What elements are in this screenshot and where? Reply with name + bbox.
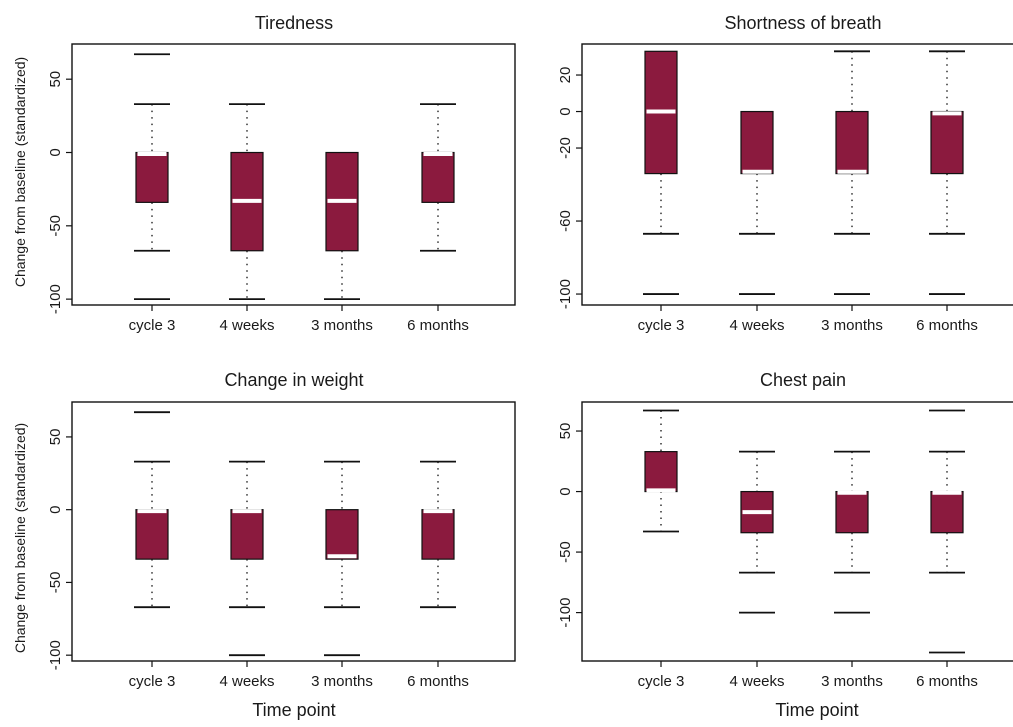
x-tick-label: 6 months <box>916 317 978 334</box>
box-1 <box>739 110 775 295</box>
iqr-box <box>930 490 964 534</box>
panel-change-in-weight: Change in weight Change from baseline (s… <box>12 370 516 720</box>
plot-frame <box>581 43 1013 306</box>
y-tick-label: -50 <box>47 572 64 594</box>
panel-chest-pain: Chest pain Time point cycle 3 4 weeks 3 mo… <box>557 370 1013 720</box>
y-tick-label: 0 <box>47 506 64 514</box>
panel-shortness-of-breath: Shortness of breath cycle 3 4 weeks 3 mont… <box>557 13 1013 334</box>
x-axis-label: Time point <box>252 700 335 720</box>
plot-frame <box>71 43 516 306</box>
y-tick-label: 0 <box>557 487 574 495</box>
iqr-box <box>740 110 774 175</box>
x-axis-label: Time point <box>775 700 858 720</box>
iqr-box <box>421 509 455 560</box>
y-tick-label: 0 <box>557 107 574 115</box>
iqr-box <box>230 509 264 560</box>
y-axis: 50 0 -50 -100 <box>557 423 582 628</box>
x-axis: cycle 3 4 weeks 3 months 6 months <box>638 661 978 690</box>
box-2 <box>834 450 870 614</box>
y-tick-label: 20 <box>557 67 574 84</box>
boxes <box>643 50 965 295</box>
plot-frame <box>581 401 1013 662</box>
panel-title: Tiredness <box>255 13 333 33</box>
box-0 <box>134 411 170 609</box>
box-3 <box>420 460 456 609</box>
iqr-box <box>421 151 455 203</box>
x-tick-label: cycle 3 <box>129 317 176 334</box>
panel-title: Shortness of breath <box>724 13 881 33</box>
panel-title: Chest pain <box>760 370 846 390</box>
y-tick-label: -50 <box>47 215 64 237</box>
y-tick-label: 50 <box>47 429 64 446</box>
iqr-box <box>930 110 964 175</box>
x-tick-label: 3 months <box>311 673 373 690</box>
x-axis: cycle 3 4 weeks 3 months 6 months <box>129 305 469 334</box>
box-1 <box>229 460 265 657</box>
x-axis: cycle 3 4 weeks 3 months 6 months <box>129 661 469 690</box>
iqr-box <box>135 509 169 560</box>
x-tick-label: 6 months <box>407 317 469 334</box>
x-tick-label: 4 weeks <box>729 317 784 334</box>
panel-title: Change in weight <box>224 370 363 390</box>
box-0 <box>134 53 170 301</box>
x-tick-label: 4 weeks <box>219 317 274 334</box>
iqr-box <box>135 151 169 203</box>
y-tick-label: -100 <box>557 279 574 309</box>
y-tick-label: -20 <box>557 137 574 159</box>
box-3 <box>420 103 456 252</box>
plot-frame <box>71 401 516 662</box>
box-0 <box>643 50 679 295</box>
x-tick-label: cycle 3 <box>638 317 685 334</box>
x-tick-label: cycle 3 <box>638 673 685 690</box>
y-axis: 50 0 -50 -100 <box>47 429 72 670</box>
box-1 <box>739 450 775 614</box>
x-tick-label: 3 months <box>311 317 373 334</box>
y-axis: 50 0 -50 -100 <box>47 71 72 314</box>
x-tick-label: 3 months <box>821 673 883 690</box>
x-tick-label: 4 weeks <box>219 673 274 690</box>
y-tick-label: -100 <box>47 640 64 670</box>
boxes <box>134 53 456 301</box>
iqr-box <box>835 490 869 534</box>
y-tick-label: -100 <box>47 284 64 314</box>
box-2 <box>834 50 870 295</box>
x-tick-label: 4 weeks <box>729 673 784 690</box>
iqr-box <box>325 509 359 560</box>
box-2 <box>324 151 360 301</box>
x-axis: cycle 3 4 weeks 3 months 6 months <box>638 305 978 334</box>
box-2 <box>324 460 360 657</box>
y-tick-label: -60 <box>557 210 574 232</box>
iqr-box <box>644 451 678 493</box>
y-tick-label: 0 <box>47 148 64 156</box>
iqr-box <box>835 110 869 175</box>
box-3 <box>929 50 965 295</box>
y-tick-label: 50 <box>557 423 574 440</box>
y-tick-label: -50 <box>557 541 574 563</box>
x-tick-label: 3 months <box>821 317 883 334</box>
box-0 <box>643 409 679 533</box>
panel-tiredness: Tiredness Change from baseline (standard… <box>12 13 516 334</box>
y-tick-label: -100 <box>557 598 574 628</box>
x-tick-label: cycle 3 <box>129 673 176 690</box>
y-axis-label: Change from baseline (standardized) <box>12 57 28 287</box>
y-tick-label: 50 <box>47 71 64 88</box>
x-tick-label: 6 months <box>916 673 978 690</box>
box-1 <box>229 103 265 301</box>
x-tick-label: 6 months <box>407 673 469 690</box>
boxes <box>134 411 456 657</box>
y-axis-label: Change from baseline (standardized) <box>12 423 28 653</box>
y-axis: 20 0 -20 -60 -100 <box>557 67 582 309</box>
boxes <box>643 409 965 654</box>
box-3 <box>929 409 965 654</box>
